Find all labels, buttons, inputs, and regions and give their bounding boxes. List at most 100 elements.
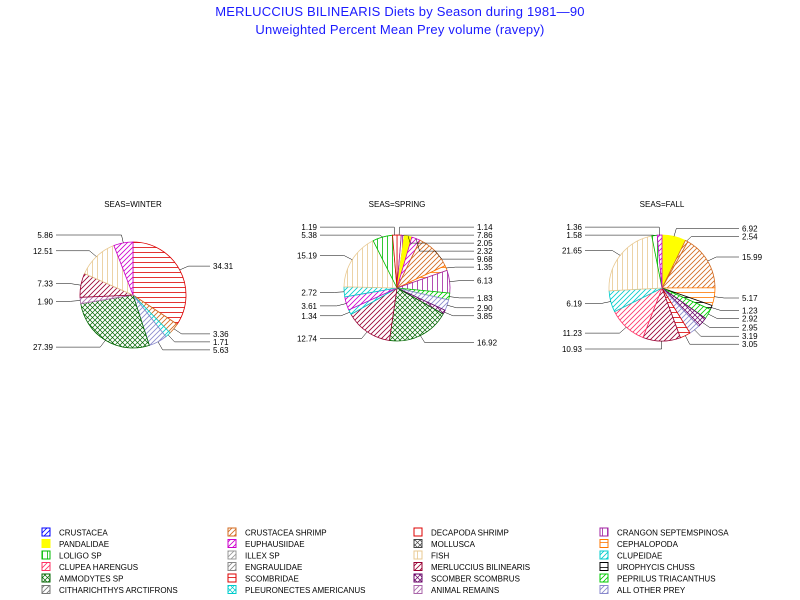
- data-label: 7.86: [477, 231, 493, 240]
- data-label: 1.83: [477, 294, 493, 303]
- data-label: 2.54: [742, 233, 758, 242]
- pie-slice-fish: [608, 235, 663, 292]
- pie-charts: SEAS=WINTER 34.31 3.361.715.63 5.86 12.51 7.3…: [33, 200, 763, 355]
- data-label: 5.86: [37, 231, 53, 240]
- leader-line: [585, 226, 660, 236]
- legend-item-ammodytes-sp: AMMODYTES SP: [41, 573, 123, 584]
- data-label: 15.99: [742, 253, 763, 262]
- legend-swatch: [41, 573, 51, 583]
- legend-item-clupeidae: CLUPEIDAE: [599, 550, 662, 561]
- leader-line: [434, 250, 474, 260]
- data-label: 1.36: [566, 223, 582, 232]
- legend-item-euphausiidae: EUPHAUSIIDAE: [227, 539, 305, 549]
- data-label: 6.13: [477, 277, 493, 286]
- leader-line: [585, 250, 621, 256]
- pie-slice-decapoda-shrimp: [392, 234, 398, 289]
- legend-swatch: [599, 539, 609, 548]
- data-label: 5.17: [742, 294, 758, 303]
- legend-label: AMMODYTES SP: [59, 575, 123, 584]
- data-label: 2.72: [301, 288, 317, 297]
- leader-line: [686, 236, 739, 242]
- legend-label: CLUPEA HARENGUS: [59, 563, 138, 572]
- pie-seas-winter: SEAS=WINTER 34.31 3.361.715.63 5.86 12.51 7.3…: [33, 200, 234, 355]
- legend-swatch: [227, 562, 237, 571]
- legend-swatch: [227, 585, 237, 594]
- legend-swatch: [227, 527, 237, 537]
- data-label: 6.92: [742, 225, 758, 234]
- data-label: 9.68: [477, 255, 493, 264]
- data-label: 3.61: [301, 302, 317, 311]
- pie-title: SEAS=WINTER: [104, 200, 162, 209]
- data-label: 1.35: [477, 263, 493, 272]
- legend-swatch: [227, 550, 237, 560]
- pie-title: SEAS=SPRING: [369, 200, 426, 209]
- data-label: 1.23: [742, 306, 758, 315]
- data-label: 1.58: [566, 231, 582, 240]
- data-label: 2.92: [742, 314, 758, 323]
- legend-label: FISH: [431, 552, 449, 561]
- legend-item-pandalidae: PANDALIDAE: [41, 539, 109, 549]
- leader-line: [407, 236, 474, 244]
- legend-swatch: [41, 539, 51, 548]
- legend-label: PANDALIDAE: [59, 540, 109, 549]
- leader-line: [167, 334, 210, 343]
- leader-line: [685, 335, 739, 345]
- legend-swatch: [41, 550, 51, 560]
- leader-line: [585, 341, 662, 350]
- leader-line: [56, 234, 124, 243]
- legend-swatch: [413, 539, 423, 548]
- legend-swatch: [227, 573, 237, 583]
- data-label: 7.33: [37, 280, 53, 289]
- pie-slice-ammodytes-sp: [80, 294, 150, 349]
- legend-label: MOLLUSCA: [431, 540, 476, 549]
- legend-label: ENGRAULIDAE: [245, 563, 302, 572]
- data-label: 6.19: [566, 300, 582, 309]
- legend-label: UROPHYCIS CHUSS: [617, 563, 695, 572]
- leader-line: [446, 266, 474, 269]
- legend-swatch: [41, 562, 51, 571]
- leader-line: [711, 307, 739, 311]
- data-label: 11.23: [563, 329, 583, 338]
- leader-line: [585, 327, 627, 334]
- legend-swatch: [599, 550, 609, 560]
- leader-line: [56, 300, 81, 302]
- legend-item-illex-sp: ILLEX SP: [227, 550, 280, 561]
- legend-label: DECAPODA SHRIMP: [431, 529, 509, 538]
- leader-line: [714, 296, 739, 299]
- legend-swatch: [599, 585, 609, 594]
- leader-line: [415, 238, 474, 252]
- leader-line: [585, 301, 611, 304]
- data-label: 12.74: [297, 334, 318, 343]
- legend-item-engraulidae: ENGRAULIDAE: [227, 562, 302, 572]
- legend-item-loligo-sp: LOLIGO SP: [41, 550, 102, 561]
- legend-item-scomber-scombrus: SCOMBER SCOMBRUS: [413, 573, 520, 584]
- legend-swatch: [227, 539, 237, 548]
- data-label: 2.05: [477, 239, 493, 248]
- legend-item-clupea-harengus: CLUPEA HARENGUS: [41, 562, 138, 572]
- legend-item-pleuronectes-americanus: PLEURONECTES AMERICANUS: [227, 585, 365, 595]
- leader-line: [708, 313, 739, 319]
- leader-line: [56, 340, 106, 348]
- leader-line: [157, 341, 210, 351]
- legend-label: ILLEX SP: [245, 552, 280, 561]
- pie-slice-ammodytes-sp: [388, 287, 444, 342]
- data-label: 12.51: [33, 247, 54, 256]
- legend-item-urophycis-chuss: UROPHYCIS CHUSS: [599, 562, 695, 572]
- leader-line: [56, 250, 97, 257]
- legend-swatch: [413, 585, 423, 594]
- data-label: 3.05: [742, 340, 758, 349]
- legend-item-scombridae: SCOMBRIDAE: [227, 573, 299, 584]
- legend-item-mollusca: MOLLUSCA: [413, 539, 476, 549]
- data-label: 1.14: [477, 223, 493, 232]
- legend-item-citharichthys-arctifrons: CITHARICHTHYS ARCTIFRONS: [41, 585, 178, 595]
- data-label: 15.19: [297, 251, 318, 260]
- leader-line: [694, 329, 739, 337]
- legend-swatch: [41, 585, 51, 594]
- leader-line: [320, 234, 383, 238]
- data-label: 2.32: [477, 247, 493, 256]
- data-label: 5.63: [213, 346, 229, 355]
- legend-label: LOLIGO SP: [59, 552, 102, 561]
- legend-item-cephalopoda: CEPHALOPODA: [599, 539, 679, 549]
- leader-line: [179, 265, 210, 271]
